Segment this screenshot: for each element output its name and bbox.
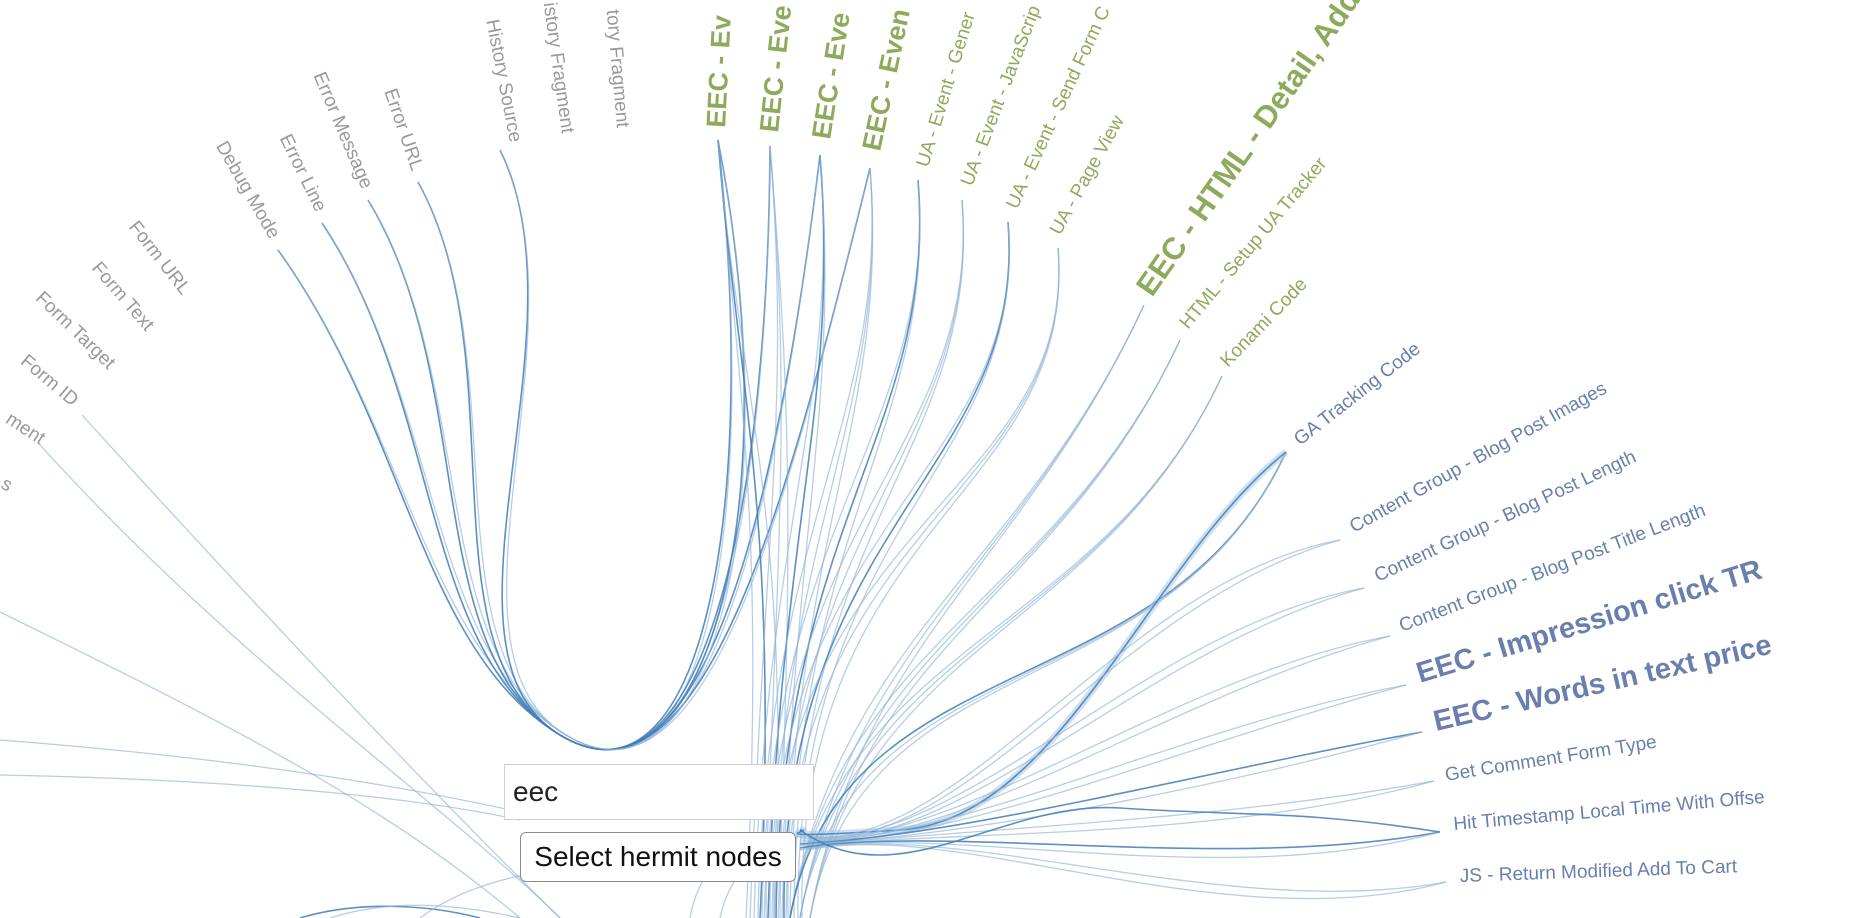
bundle-link	[799, 780, 1435, 847]
node-label[interactable]: Form Text	[87, 258, 159, 336]
search-input[interactable]	[504, 764, 814, 820]
bundle-link	[809, 375, 1223, 918]
bundle-link	[801, 247, 1060, 918]
bundle-link	[757, 167, 873, 918]
bundle-link	[499, 139, 746, 750]
bundle-link	[785, 167, 874, 918]
bundle-link	[799, 539, 1341, 839]
node-label[interactable]: Form Target	[31, 288, 120, 375]
bundle-link	[717, 139, 754, 918]
bundle-link	[299, 905, 481, 918]
node-label[interactable]: EEC - Eve	[806, 10, 856, 141]
bundle-link	[763, 145, 782, 918]
node-label[interactable]: Content Group - Blog Post Length	[1371, 447, 1639, 587]
bundle-link	[0, 611, 521, 918]
bundle-link	[39, 444, 561, 918]
node-label[interactable]: HTML - Setup UA Tracker	[1176, 153, 1332, 333]
node-label[interactable]: EEC - Eve	[754, 4, 797, 134]
node-label[interactable]: ment	[2, 409, 49, 450]
select-hermit-nodes-button[interactable]: Select hermit nodes	[520, 832, 796, 882]
bundle-link	[807, 831, 1441, 859]
node-label[interactable]: GA Tracking Code	[1290, 338, 1424, 449]
bundle-link	[799, 635, 1391, 841]
node-label[interactable]: Form ID	[16, 351, 82, 411]
node-label[interactable]: Error URL	[379, 86, 427, 174]
node-label[interactable]: JS - Return Modified Add To Cart	[1459, 856, 1738, 887]
bundle-link	[799, 806, 1441, 856]
node-label[interactable]: Error Message	[309, 69, 377, 192]
bundle-link	[807, 843, 1447, 900]
node-label[interactable]: Form URL	[124, 217, 194, 299]
bundle-link	[0, 739, 521, 813]
node-label[interactable]: Hit Timestamp Local Time With Offse	[1453, 787, 1766, 835]
bundle-link	[807, 780, 1435, 847]
node-label[interactable]: Debug Mode	[211, 138, 284, 243]
node-label[interactable]: Get Comment Form Type	[1443, 732, 1658, 786]
bundle-link	[499, 139, 745, 751]
bundle-link	[799, 731, 1423, 845]
node-label[interactable]: Error Line	[275, 131, 330, 215]
bundle-link	[781, 154, 826, 918]
bundle-link	[809, 451, 1287, 918]
bundle-link	[771, 167, 874, 918]
bundle-link	[807, 587, 1365, 840]
bundle-link	[81, 414, 561, 918]
bundle-link	[789, 304, 1145, 918]
bundle-links	[0, 139, 1447, 918]
node-label[interactable]: History Source	[481, 18, 525, 144]
bundle-link	[329, 904, 521, 918]
bundle-link	[0, 774, 521, 821]
node-label[interactable]: EEC - Even	[857, 6, 916, 153]
bundle-link	[809, 304, 1145, 918]
node-label[interactable]: EEC - Ev	[701, 14, 737, 128]
bundle-link	[796, 451, 1287, 836]
node-label[interactable]: Konami Code	[1216, 274, 1311, 371]
bundle-link	[799, 684, 1407, 843]
bundle-link	[799, 304, 1145, 918]
bundle-link	[717, 139, 767, 918]
node-label[interactable]: Content Group - Blog Post Images	[1346, 378, 1610, 537]
bundle-link	[799, 843, 1447, 892]
node-label[interactable]: istory Fragment	[539, 1, 578, 135]
node-label[interactable]: s	[0, 473, 16, 496]
bundle-link	[767, 154, 825, 918]
bundle-link	[799, 831, 1441, 850]
node-label[interactable]: tory Fragment	[602, 9, 633, 129]
bundle-link	[799, 587, 1365, 840]
